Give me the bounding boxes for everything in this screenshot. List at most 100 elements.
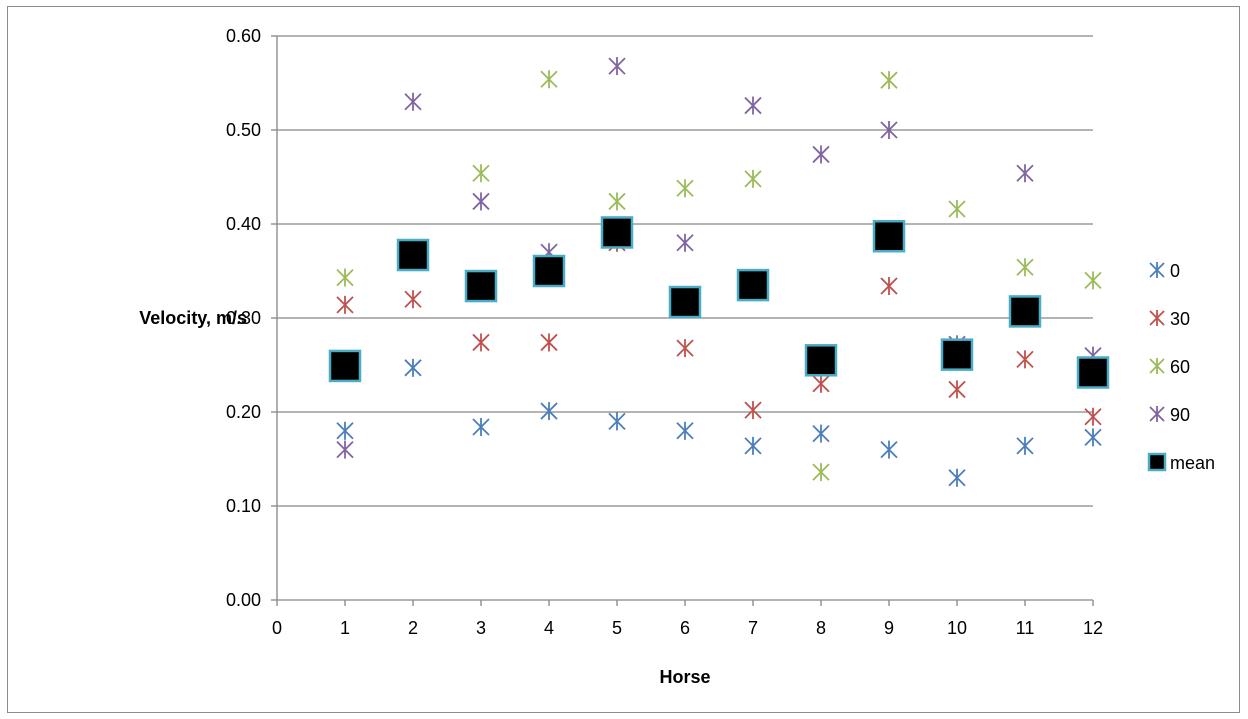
x-tick-label: 10 xyxy=(947,618,967,638)
data-point xyxy=(336,440,354,459)
x-tick-label: 8 xyxy=(816,618,826,638)
data-point xyxy=(948,199,966,218)
data-point xyxy=(404,290,422,309)
data-point xyxy=(336,268,354,287)
x-tick-label: 7 xyxy=(748,618,758,638)
data-point xyxy=(940,338,974,371)
data-point xyxy=(744,96,762,115)
series-90 xyxy=(336,57,1102,459)
series-0 xyxy=(336,358,1102,487)
data-point xyxy=(396,238,430,272)
x-tick-label: 11 xyxy=(1016,618,1035,638)
data-point xyxy=(744,401,762,420)
data-point xyxy=(608,57,626,76)
data-point xyxy=(1084,271,1102,290)
data-point xyxy=(600,216,634,249)
data-point xyxy=(880,121,898,139)
marker-square xyxy=(600,216,634,249)
legend: 0 30 60 90 mean xyxy=(1147,261,1215,473)
data-point xyxy=(880,277,898,296)
y-tick-label: 0.00 xyxy=(226,590,261,610)
data-point xyxy=(532,254,566,288)
data-point xyxy=(872,219,906,253)
marker-square xyxy=(940,338,974,371)
legend-item-30: 30 xyxy=(1149,309,1190,329)
legend-label: 90 xyxy=(1170,405,1190,425)
marker-square xyxy=(1008,295,1042,328)
y-tick-label: 0.10 xyxy=(226,496,261,516)
legend-item-mean: mean xyxy=(1147,452,1215,473)
y-tick-label: 0.60 xyxy=(226,26,261,46)
data-point xyxy=(404,358,422,377)
x-tick-label: 1 xyxy=(340,618,350,638)
marker-square xyxy=(396,238,430,272)
data-point xyxy=(1084,407,1102,426)
x-tick-label: 12 xyxy=(1083,618,1103,638)
legend-label: 0 xyxy=(1170,261,1180,281)
x-tick-label: 3 xyxy=(476,618,486,638)
x-tick-label: 0 xyxy=(272,618,282,638)
data-point xyxy=(1016,258,1034,277)
data-point xyxy=(880,71,898,90)
legend-label: mean xyxy=(1170,453,1215,473)
legend-item-90: 90 xyxy=(1149,405,1190,425)
data-point xyxy=(404,92,422,111)
y-tick-label: 0.20 xyxy=(226,402,261,422)
legend-label: 30 xyxy=(1170,309,1190,329)
data-point xyxy=(1016,436,1034,455)
data-point xyxy=(472,333,490,352)
marker-square xyxy=(872,219,906,253)
series-60 xyxy=(336,70,1102,482)
data-point xyxy=(1084,428,1102,447)
gridlines xyxy=(277,35,1093,507)
x-axis-title: Horse xyxy=(659,667,710,687)
data-point xyxy=(540,70,558,89)
y-axis-title: Velocity, m/s xyxy=(139,308,247,328)
data-point xyxy=(336,295,354,314)
chart-frame xyxy=(7,6,1240,713)
data-point xyxy=(736,268,770,302)
x-tick-label: 2 xyxy=(408,618,418,638)
data-point xyxy=(744,169,762,188)
marker-square xyxy=(464,269,498,303)
data-point xyxy=(1008,295,1042,328)
data-point xyxy=(472,192,490,211)
legend-label: 60 xyxy=(1170,357,1190,377)
data-point xyxy=(472,418,490,437)
legend-item-60: 60 xyxy=(1149,357,1190,377)
data-point xyxy=(464,269,498,303)
data-point xyxy=(328,349,362,383)
x-tick-label: 6 xyxy=(680,618,690,638)
data-point xyxy=(676,179,694,198)
data-point xyxy=(540,402,558,421)
data-point xyxy=(676,339,694,358)
data-point xyxy=(540,333,558,352)
data-point xyxy=(880,440,898,459)
marker-square xyxy=(532,254,566,288)
marker-square xyxy=(1076,356,1110,389)
legend-item-0: 0 xyxy=(1149,261,1180,281)
data-point xyxy=(676,421,694,440)
data-point xyxy=(948,468,966,487)
marker-square xyxy=(736,268,770,302)
data-point xyxy=(744,436,762,455)
data-point xyxy=(804,344,838,377)
data-point xyxy=(1016,164,1034,183)
x-tick-label: 4 xyxy=(544,618,554,638)
y-tick-label: 0.40 xyxy=(226,214,261,234)
series-mean xyxy=(328,216,1110,389)
data-point xyxy=(676,233,694,252)
data-point xyxy=(608,192,626,211)
data-point xyxy=(948,380,966,399)
data-point xyxy=(1016,350,1034,369)
y-tick-label: 0.50 xyxy=(226,120,261,140)
data-point xyxy=(668,285,702,319)
data-point xyxy=(812,374,830,393)
data-point xyxy=(336,421,354,440)
data-point xyxy=(812,424,830,443)
y-tick-label: 0.30 xyxy=(226,308,261,328)
axes: 0.000.100.200.300.400.500.600 1 2 3 4 5 6 7 8 9 10… xyxy=(226,26,1103,638)
data-point xyxy=(608,412,626,431)
marker-square xyxy=(804,344,838,377)
